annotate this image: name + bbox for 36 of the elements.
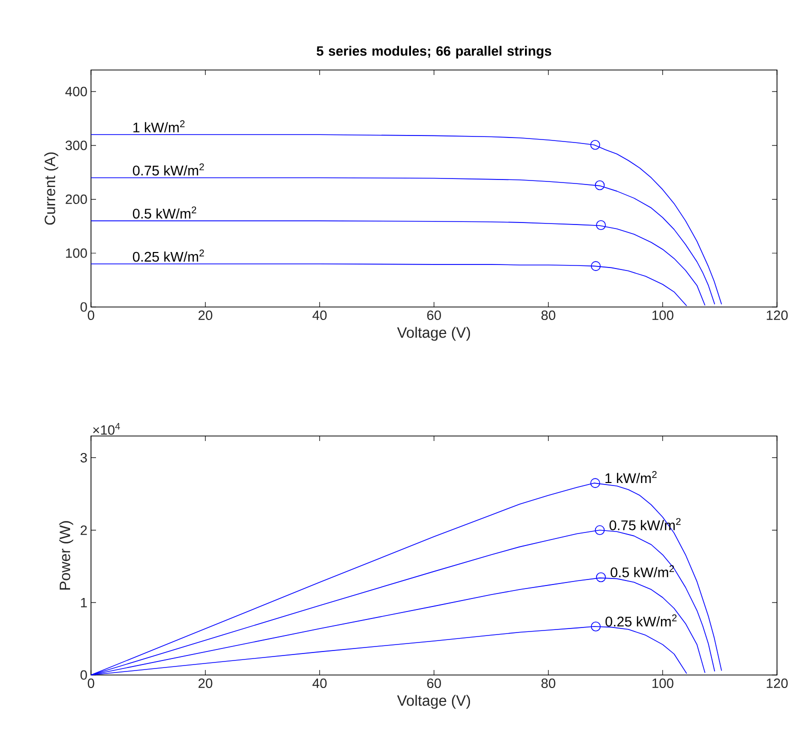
x-tick-label: 60 [427, 678, 441, 688]
annotation: 0.25 kW/m$^{2}$ [132, 250, 204, 262]
y-tick-label: 1 [81, 598, 87, 608]
y-tick-label: 200 [66, 194, 87, 204]
annotation: 1 kW/m$^{2}$ [605, 471, 657, 484]
x-tick-label: 120 [766, 678, 788, 688]
x-tick-label: 120 [766, 310, 788, 320]
annotation: 0.5 kW/m$^{2}$ [610, 565, 674, 578]
x-tick-label: 100 [652, 310, 674, 320]
x-tick-label: 40 [312, 310, 327, 320]
x-tick-label: 40 [312, 678, 327, 688]
annotation: 0.5 kW/m$^{2}$ [132, 206, 196, 219]
x-axis-title: Voltage (V) [397, 326, 470, 341]
x-tick-label: 20 [198, 310, 212, 320]
y-axis-title: Current (A) [44, 152, 58, 225]
x-tick-label: 80 [541, 310, 556, 320]
x-tick-label: 20 [198, 678, 212, 688]
x-tick-label: 100 [652, 678, 674, 688]
x-tick-label: 60 [427, 310, 441, 320]
y-tick-label: 3 [80, 452, 87, 462]
y-tick-label: 400 [65, 86, 87, 96]
y-tick-label: 0 [80, 670, 87, 680]
x-axis-title: Voltage (V) [397, 694, 470, 709]
annotation: 0.25 kW/m$^{2}$ [606, 614, 677, 627]
y-tick-label: 100 [66, 248, 87, 258]
annotation: 1 kW/m$^{2}$ [133, 120, 185, 132]
y-tick-label: 300 [66, 140, 87, 150]
annotation: 0.75 kW/m$^{2}$ [132, 163, 204, 176]
x-tick-label: 0 [88, 310, 94, 320]
chart-title: 5 series modules; 66 parallel strings [316, 46, 552, 58]
text: ×10$^{4}$ [93, 422, 120, 435]
x-tick-label: 80 [541, 678, 556, 688]
x-tick-label: 0 [88, 678, 94, 688]
y-tick-label: 2 [80, 525, 87, 535]
y-tick-label: 0 [80, 302, 87, 312]
y-axis-title: Power (W) [59, 521, 74, 590]
